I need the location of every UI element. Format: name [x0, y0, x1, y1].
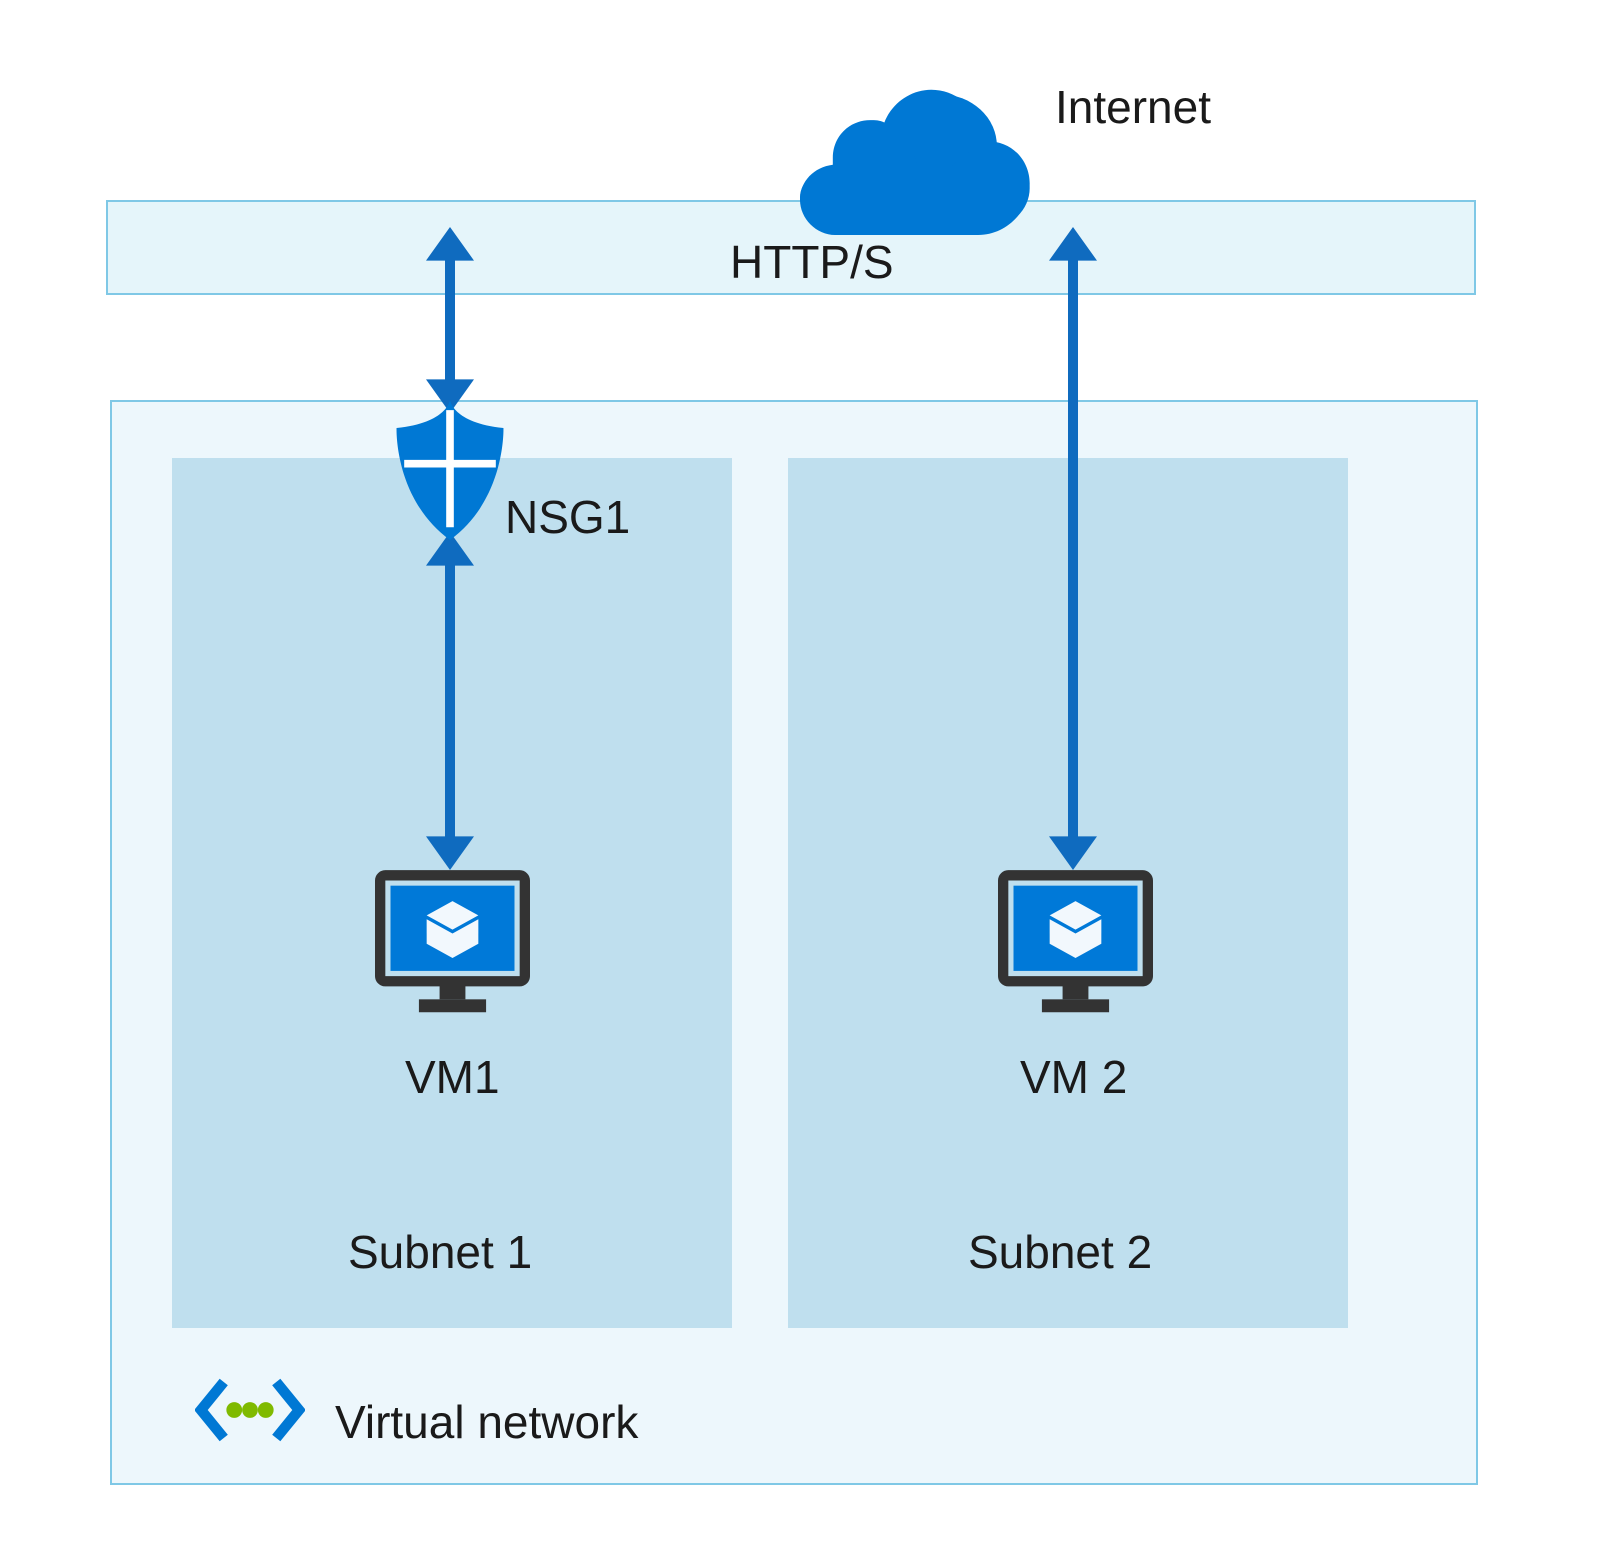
cloud-icon: [795, 85, 1030, 235]
subnet2-label: Subnet 2: [968, 1225, 1152, 1279]
vm2-label: VM 2: [1020, 1050, 1127, 1104]
vm1-icon: [375, 870, 530, 1015]
vnet-label: Virtual network: [335, 1395, 638, 1449]
vm2-icon: [998, 870, 1153, 1015]
nsg-label: NSG1: [505, 490, 630, 544]
vnet-icon: [195, 1375, 305, 1445]
shield-icon: [385, 400, 515, 540]
subnet1-label: Subnet 1: [348, 1225, 532, 1279]
vm1-label: VM1: [405, 1050, 500, 1104]
https-label: HTTP/S: [730, 235, 894, 289]
internet-label: Internet: [1055, 80, 1211, 134]
